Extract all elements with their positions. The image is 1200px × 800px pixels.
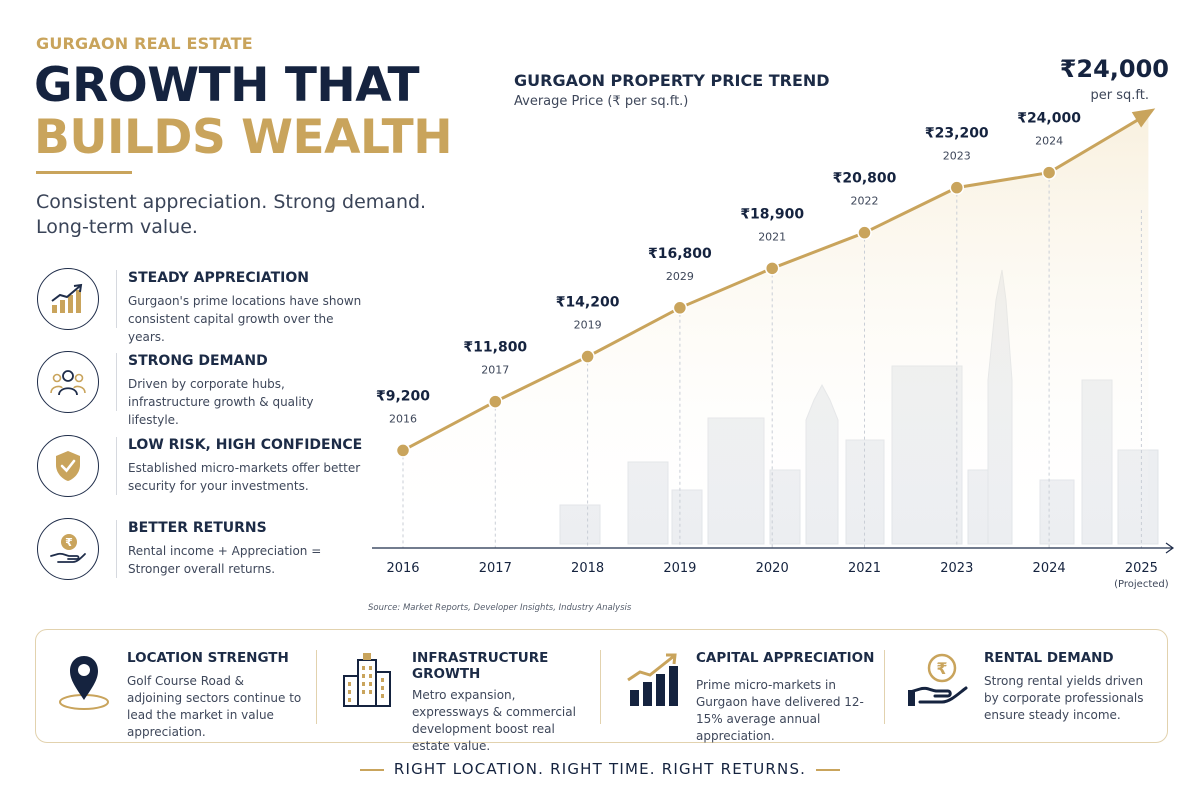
data-label: ₹16,800 xyxy=(648,246,712,262)
data-year-label: 2016 xyxy=(389,412,417,425)
feature-strong-demand: STRONG DEMAND Driven by corporate hubs, … xyxy=(37,351,377,427)
data-year-label: 2017 xyxy=(481,364,509,377)
card-text: Prime micro-markets in Gurgaon have deli… xyxy=(696,678,864,743)
chart-subtitle: Average Price (₹ per sq.ft.) xyxy=(514,94,689,109)
card-text: Strong rental yields driven by corporate… xyxy=(984,674,1144,722)
x-tick-label: 2018 xyxy=(571,561,604,576)
x-tick-label: 2017 xyxy=(479,561,512,576)
feature-divider xyxy=(116,270,117,328)
card-title: INFRASTRUCTURE GROWTH xyxy=(412,650,549,682)
feature-text: Established micro-markets offer better s… xyxy=(128,461,361,493)
headline-line-1: GROWTH THAT xyxy=(34,58,420,113)
headline-line-2: BUILDS WEALTH xyxy=(34,110,453,165)
card-capital-appreciation: CAPITAL APPRECIATION Prime micro-markets… xyxy=(602,630,884,744)
data-label: ₹23,200 xyxy=(925,126,989,142)
footer-dash-right xyxy=(816,768,841,771)
data-label: ₹14,200 xyxy=(556,295,620,311)
data-label: ₹24,000 xyxy=(1017,111,1081,127)
trend-area-fill xyxy=(403,112,1149,548)
card-divider xyxy=(884,650,885,724)
feature-divider xyxy=(116,437,117,495)
highlight-unit: per sq.ft. xyxy=(1090,88,1149,103)
footer-slogan: RIGHT LOCATION. RIGHT TIME. RIGHT RETURN… xyxy=(0,760,1200,778)
svg-text:₹: ₹ xyxy=(936,659,947,678)
tagline: Consistent appreciation. Strong demand. … xyxy=(36,191,427,238)
footer-dash-left xyxy=(359,768,384,771)
data-year-label: 2029 xyxy=(666,270,694,283)
headline-rule xyxy=(36,171,132,174)
card-title: LOCATION STRENGTH xyxy=(127,650,289,666)
x-tick-label: 2025 xyxy=(1125,561,1158,576)
card-text: Metro expansion, expressways & commercia… xyxy=(412,688,576,753)
x-axis-arrow xyxy=(1165,542,1175,554)
data-point xyxy=(672,300,688,316)
data-year-label: 2023 xyxy=(943,150,971,163)
data-point xyxy=(764,261,780,276)
data-year-label: 2022 xyxy=(851,195,879,208)
shield-check-icon xyxy=(37,435,99,497)
data-year-label: 2024 xyxy=(1035,135,1063,148)
x-tick-label: 2020 xyxy=(756,561,789,576)
trend-arrow-head xyxy=(1131,108,1156,128)
data-label: ₹11,800 xyxy=(463,340,527,356)
data-point xyxy=(488,394,503,409)
feature-title: LOW RISK, HIGH CONFIDENCE xyxy=(128,437,363,453)
card-infrastructure-growth: INFRASTRUCTURE GROWTH Metro expansion, e… xyxy=(318,630,600,753)
people-group-icon xyxy=(37,351,99,413)
data-point xyxy=(857,225,872,240)
data-label: ₹18,900 xyxy=(740,206,804,222)
x-tick-label: 2016 xyxy=(386,561,419,576)
feature-divider xyxy=(116,520,117,578)
data-label: ₹20,800 xyxy=(833,171,897,187)
highlight-price: ₹24,000 xyxy=(1059,55,1169,83)
feature-text: Gurgaon's prime locations have shown con… xyxy=(128,294,362,344)
rupee-hand-icon: ₹ xyxy=(908,652,968,712)
chart-title: GURGAON PROPERTY PRICE TREND xyxy=(514,71,830,90)
feature-title: STRONG DEMAND xyxy=(128,353,268,369)
feature-text: Driven by corporate hubs, infrastructure… xyxy=(128,377,314,427)
feature-title: BETTER RETURNS xyxy=(128,520,267,536)
svg-text:₹: ₹ xyxy=(65,536,73,549)
x-tick-note: (Projected) xyxy=(1114,579,1169,590)
card-title: CAPITAL APPRECIATION xyxy=(696,650,875,666)
footer-text: RIGHT LOCATION. RIGHT TIME. RIGHT RETURN… xyxy=(393,760,807,778)
data-year-label: 2021 xyxy=(758,230,786,243)
bar-chart-arrow-icon xyxy=(626,652,682,714)
location-pin-icon xyxy=(56,650,112,716)
highlights-panel: LOCATION STRENGTH Golf Course Road & adj… xyxy=(35,629,1168,753)
data-point xyxy=(395,443,411,458)
card-rental-demand: ₹ RENTAL DEMAND Strong rental yields dri… xyxy=(886,630,1168,744)
card-divider xyxy=(316,650,317,724)
x-tick-label: 2019 xyxy=(663,561,696,576)
rupee-hand-icon: ₹ xyxy=(37,518,99,580)
feature-text: Rental income + Appreciation = Stronger … xyxy=(128,544,322,576)
x-tick-label: 2021 xyxy=(848,561,881,576)
data-point xyxy=(580,349,595,364)
card-divider xyxy=(600,650,601,724)
eyebrow-label: GURGAON REAL ESTATE xyxy=(36,34,253,53)
feature-steady-appreciation: STEADY APPRECIATION Gurgaon's prime loca… xyxy=(37,268,377,344)
data-point xyxy=(949,180,965,195)
guide-lines xyxy=(402,178,1142,548)
buildings-icon xyxy=(342,652,394,712)
feature-title: STEADY APPRECIATION xyxy=(128,270,309,286)
feature-low-risk: LOW RISK, HIGH CONFIDENCE Established mi… xyxy=(37,435,377,499)
card-location-strength: LOCATION STRENGTH Golf Course Road & adj… xyxy=(36,630,316,744)
x-tick-label: 2023 xyxy=(940,561,973,576)
card-text: Golf Course Road & adjoining sectors con… xyxy=(127,674,302,739)
data-label: ₹9,200 xyxy=(376,388,430,404)
data-point xyxy=(1041,165,1057,180)
feature-divider xyxy=(116,353,117,411)
data-year-label: 2019 xyxy=(574,319,602,332)
feature-better-returns: ₹ BETTER RETURNS Rental income + Appreci… xyxy=(37,518,377,582)
source-note: Source: Market Reports, Developer Insigh… xyxy=(368,603,632,613)
growth-bars-icon xyxy=(37,268,99,330)
x-tick-label: 2024 xyxy=(1033,561,1066,576)
card-title: RENTAL DEMAND xyxy=(984,650,1114,666)
